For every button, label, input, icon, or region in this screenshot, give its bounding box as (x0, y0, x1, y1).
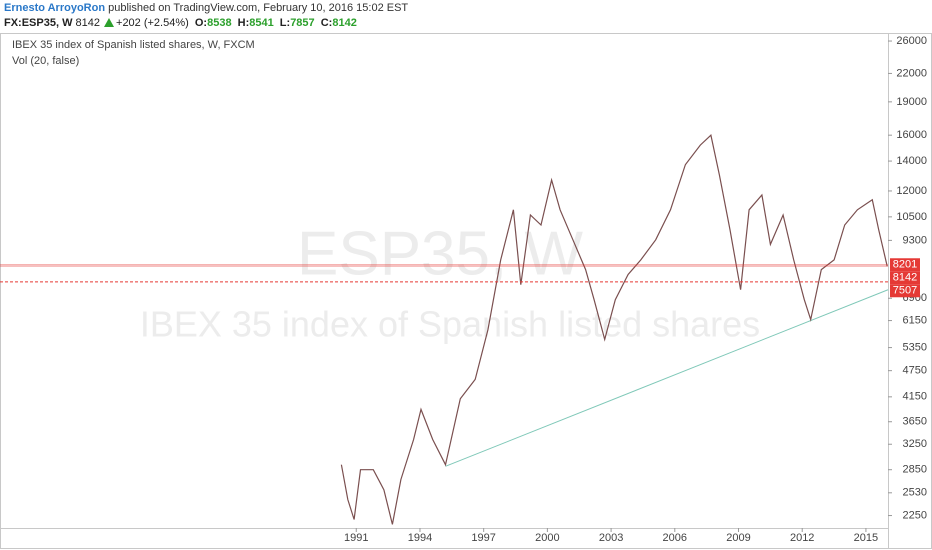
x-tick-label: 2000 (535, 532, 559, 544)
x-tick-label: 2009 (726, 532, 750, 544)
price-label-box (890, 284, 920, 298)
open-label: O: (194, 17, 208, 29)
y-tick-label: 4750 (903, 365, 927, 377)
y-tick-label: 22000 (896, 67, 927, 79)
y-tick-label: 2850 (903, 464, 927, 476)
price-label: 7507 (893, 285, 917, 297)
close: 8142 (332, 17, 357, 29)
x-tick-label: 1994 (408, 532, 432, 544)
high-label: H: (237, 17, 250, 29)
high: 8541 (249, 17, 274, 29)
change: +202 (+2.54%) (116, 17, 189, 29)
x-tick-label: 2012 (790, 532, 814, 544)
close-label: C: (320, 17, 333, 29)
legend-volume: Vol (20, false) (12, 55, 79, 67)
trend-line (445, 289, 889, 467)
y-tick-label: 6150 (903, 314, 927, 326)
y-tick-label: 9300 (903, 234, 927, 246)
price-line (340, 134, 888, 525)
watermark-symbol: ESP35, W (297, 219, 583, 288)
pane-border (0, 33, 932, 549)
y-tick-label: 16000 (896, 129, 927, 141)
last-price: 8142 (75, 17, 101, 29)
price-label: 8142 (893, 272, 917, 284)
price-label-box (890, 271, 920, 285)
low-label: L: (279, 17, 291, 29)
y-tick-label: 10500 (896, 211, 927, 223)
x-tick-label: 1997 (471, 532, 495, 544)
author[interactable]: Ernesto ArroyoRon (4, 2, 106, 14)
y-tick-label: 19000 (896, 96, 927, 108)
legend-title: IBEX 35 index of Spanish listed shares, … (12, 39, 255, 51)
y-tick-label: 12000 (896, 185, 927, 197)
y-tick-label: 2250 (903, 509, 927, 521)
y-tick-label: 4150 (903, 391, 927, 403)
publish-header: Ernesto ArroyoRon published on TradingVi… (4, 2, 408, 14)
price-label: 8201 (893, 259, 917, 271)
price-label-box (890, 258, 920, 272)
y-tick-label: 5350 (903, 341, 927, 353)
y-tick-label: 3250 (903, 438, 927, 450)
x-tick-label: 2003 (599, 532, 623, 544)
published: published on TradingView.com, February 1… (108, 2, 409, 14)
watermark-name: IBEX 35 index of Spanish listed shares (140, 304, 760, 345)
low: 7857 (290, 17, 315, 29)
y-tick-label: 26000 (896, 35, 927, 47)
x-tick-label: 2006 (663, 532, 687, 544)
x-tick-label: 1991 (344, 532, 368, 544)
y-tick-label: 3650 (903, 416, 927, 428)
y-tick-label: 14000 (896, 155, 927, 167)
x-tick-label: 2015 (854, 532, 878, 544)
up-arrow (104, 18, 115, 27)
y-tick-label: 2530 (903, 487, 927, 499)
symbol: FX:ESP35, W (4, 17, 73, 29)
quote-line: FX:ESP35, W 8142 +202 (+2.54%) O:8538 H:8… (4, 17, 357, 29)
open: 8538 (207, 17, 232, 29)
